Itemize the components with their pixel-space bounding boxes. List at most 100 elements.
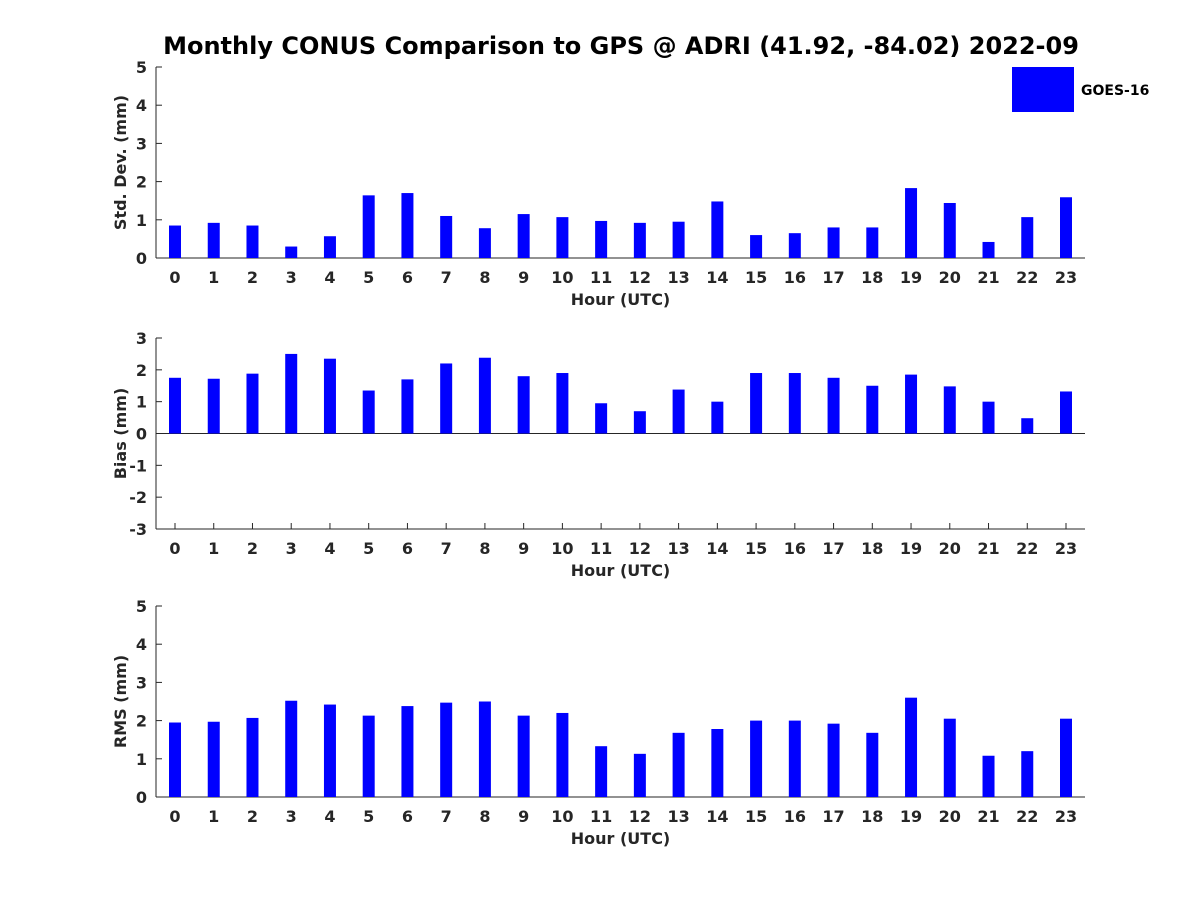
y-tick-label: 2 [136, 712, 147, 731]
x-tick-label: 0 [169, 539, 180, 558]
x-tick-label: 12 [629, 807, 651, 826]
x-axis-label: Hour (UTC) [571, 561, 671, 580]
bar-hour-8 [478, 228, 491, 258]
x-tick-label: 6 [402, 539, 413, 558]
bar-hour-10 [556, 217, 569, 258]
x-tick-label: 20 [939, 807, 961, 826]
bar-hour-16 [788, 720, 801, 797]
x-tick-label: 23 [1055, 539, 1077, 558]
y-tick-label: 1 [136, 393, 147, 412]
bar-hour-21 [982, 401, 995, 434]
y-tick-label: 4 [136, 635, 147, 654]
bar-hour-19 [905, 374, 918, 434]
x-tick-label: 13 [667, 539, 689, 558]
x-tick-label: 7 [441, 268, 452, 287]
bar-hour-23 [1060, 391, 1072, 434]
bar-hour-0 [169, 722, 181, 797]
bar-hour-19 [905, 188, 918, 258]
bar-hour-20 [943, 386, 956, 434]
x-tick-label: 9 [518, 268, 529, 287]
bar-hour-10 [556, 712, 569, 797]
x-tick-label: 17 [822, 539, 844, 558]
x-tick-label: 15 [745, 539, 767, 558]
bar-hour-18 [866, 227, 879, 258]
bar-hour-11 [595, 220, 608, 258]
bar-hour-7 [440, 363, 453, 434]
x-tick-label: 9 [518, 539, 529, 558]
x-tick-label: 11 [590, 539, 612, 558]
y-tick-label: 0 [136, 249, 147, 268]
y-tick-label: 2 [136, 361, 147, 380]
bar-hour-3 [285, 353, 298, 434]
bar-hour-5 [362, 390, 375, 434]
x-tick-label: 15 [745, 807, 767, 826]
x-tick-label: 8 [479, 539, 490, 558]
y-tick-label: 0 [136, 425, 147, 444]
bar-hour-9 [517, 376, 530, 434]
bar-hour-9 [517, 214, 530, 258]
y-tick-label: 3 [136, 329, 147, 348]
y-tick-label: 5 [136, 597, 147, 616]
bar-hour-14 [711, 401, 724, 434]
x-tick-label: 13 [667, 268, 689, 287]
bar-hour-8 [478, 357, 491, 434]
bar-hour-15 [750, 373, 763, 434]
bar-hour-2 [246, 373, 259, 434]
bar-hour-23 [1060, 718, 1072, 797]
x-tick-label: 12 [629, 539, 651, 558]
legend-label-goes16: GOES-16 [1081, 83, 1149, 99]
x-tick-label: 2 [247, 268, 258, 287]
x-tick-label: 10 [551, 268, 573, 287]
y-tick-label: 1 [136, 750, 147, 769]
x-tick-label: 7 [441, 807, 452, 826]
x-tick-label: 0 [169, 268, 180, 287]
chart-title: Monthly CONUS Comparison to GPS @ ADRI (… [163, 32, 1079, 60]
bar-hour-18 [866, 732, 879, 797]
bar-hour-16 [788, 233, 801, 258]
x-tick-label: 8 [479, 268, 490, 287]
bar-hour-14 [711, 201, 724, 258]
x-tick-label: 5 [363, 268, 374, 287]
y-tick-label: 0 [136, 788, 147, 807]
x-tick-label: 14 [706, 807, 728, 826]
x-tick-label: 10 [551, 807, 573, 826]
bar-hour-11 [595, 403, 608, 434]
x-tick-label: 21 [977, 268, 999, 287]
bar-hour-6 [401, 379, 414, 434]
x-tick-label: 3 [286, 807, 297, 826]
x-tick-label: 1 [208, 268, 219, 287]
bar-hour-11 [595, 746, 608, 797]
x-tick-label: 3 [286, 539, 297, 558]
x-tick-label: 14 [706, 539, 728, 558]
bar-hour-6 [401, 706, 414, 797]
x-tick-label: 7 [441, 539, 452, 558]
bar-hour-23 [1060, 197, 1072, 258]
bar-hour-12 [633, 753, 646, 797]
y-tick-label: 1 [136, 211, 147, 230]
x-tick-label: 22 [1016, 539, 1038, 558]
x-tick-label: 19 [900, 539, 922, 558]
bar-hour-16 [788, 373, 801, 434]
bar-hour-5 [362, 195, 375, 258]
x-tick-label: 23 [1055, 807, 1077, 826]
bar-hour-10 [556, 373, 569, 434]
x-tick-label: 21 [977, 539, 999, 558]
x-tick-label: 6 [402, 268, 413, 287]
x-tick-label: 4 [324, 539, 335, 558]
x-tick-label: 4 [324, 807, 335, 826]
legend: GOES-16 [1012, 67, 1149, 112]
x-tick-label: 16 [784, 807, 806, 826]
legend-swatch-goes16 [1012, 67, 1074, 112]
y-tick-label: 4 [136, 96, 147, 115]
x-tick-label: 13 [667, 807, 689, 826]
bar-hour-17 [827, 377, 840, 434]
bar-hour-13 [672, 389, 685, 434]
x-tick-label: 19 [900, 807, 922, 826]
x-tick-label: 11 [590, 268, 612, 287]
bar-hour-21 [982, 755, 995, 797]
x-tick-label: 8 [479, 807, 490, 826]
